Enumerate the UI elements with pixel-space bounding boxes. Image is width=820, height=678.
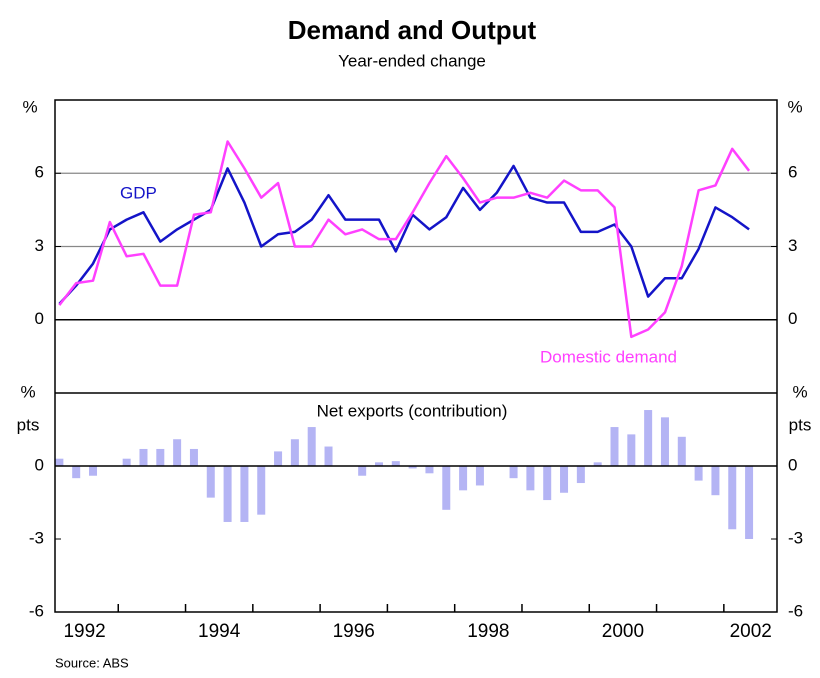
- bar: [627, 434, 636, 466]
- y-axis-label: %: [787, 97, 802, 116]
- y-tick-label: 3: [35, 236, 44, 255]
- bar: [358, 466, 367, 476]
- bar: [543, 466, 552, 501]
- y-tick-label: 0: [35, 309, 44, 328]
- y-tick-label: 0: [35, 455, 44, 474]
- bar: [593, 462, 602, 466]
- bar: [677, 436, 686, 466]
- line-series: [58, 164, 750, 305]
- bar: [223, 466, 232, 522]
- bar: [257, 466, 266, 515]
- bar: [711, 466, 720, 496]
- bar: [324, 446, 333, 466]
- bar: [72, 466, 81, 479]
- bar: [156, 448, 165, 466]
- bar: [89, 466, 98, 476]
- y-axis-label: pts: [789, 415, 812, 434]
- y-axis-label: pts: [17, 415, 40, 434]
- bar: [442, 466, 451, 510]
- bar: [290, 439, 299, 466]
- y-tick-label: -3: [788, 528, 803, 547]
- bar: [560, 466, 569, 493]
- bar: [206, 466, 215, 498]
- bar: [240, 466, 249, 522]
- bar: [408, 466, 417, 469]
- x-tick-label: 2002: [730, 621, 772, 642]
- y-tick-label: -6: [788, 601, 803, 620]
- bar: [374, 462, 383, 466]
- bar: [189, 448, 198, 466]
- y-axis-label: %: [20, 382, 35, 401]
- chart-subtitle: Year-ended change: [338, 51, 486, 70]
- bar: [55, 458, 64, 466]
- source-note: Source: ABS: [55, 655, 129, 670]
- y-tick-label: 0: [788, 309, 797, 328]
- bar: [610, 427, 619, 466]
- bar: [475, 466, 484, 486]
- bar: [139, 448, 148, 466]
- bar: [694, 466, 703, 481]
- bar: [644, 410, 653, 466]
- y-tick-label: -3: [29, 528, 44, 547]
- line-series: [58, 140, 751, 339]
- chart-title: Demand and Output: [288, 15, 537, 45]
- bar: [728, 466, 737, 530]
- bar: [173, 439, 182, 466]
- bar: [459, 466, 468, 491]
- series-label: GDP: [120, 183, 157, 202]
- panel-title: Net exports (contribution): [317, 401, 508, 420]
- x-tick-label: 1996: [333, 621, 375, 642]
- bar: [122, 458, 131, 466]
- x-tick-label: 1994: [198, 621, 241, 642]
- bar: [425, 466, 434, 474]
- y-axis-label: %: [22, 97, 37, 116]
- x-tick-label: 1998: [467, 621, 509, 642]
- y-tick-label: -6: [29, 601, 44, 620]
- bar: [509, 466, 518, 479]
- bar: [391, 461, 400, 466]
- y-axis-label: %: [792, 382, 807, 401]
- bar: [745, 466, 754, 539]
- y-tick-label: 3: [788, 236, 797, 255]
- series-label: Domestic demand: [540, 347, 677, 366]
- x-tick-label: 2000: [602, 621, 644, 642]
- bar: [307, 427, 316, 466]
- bar: [660, 417, 669, 466]
- y-tick-label: 6: [788, 163, 797, 182]
- x-tick-label: 1992: [63, 621, 105, 642]
- bar: [274, 451, 283, 466]
- y-tick-label: 6: [35, 163, 44, 182]
- plot-frame: [54, 99, 778, 613]
- bar: [576, 466, 585, 484]
- bar: [526, 466, 535, 491]
- y-tick-label: 0: [788, 455, 797, 474]
